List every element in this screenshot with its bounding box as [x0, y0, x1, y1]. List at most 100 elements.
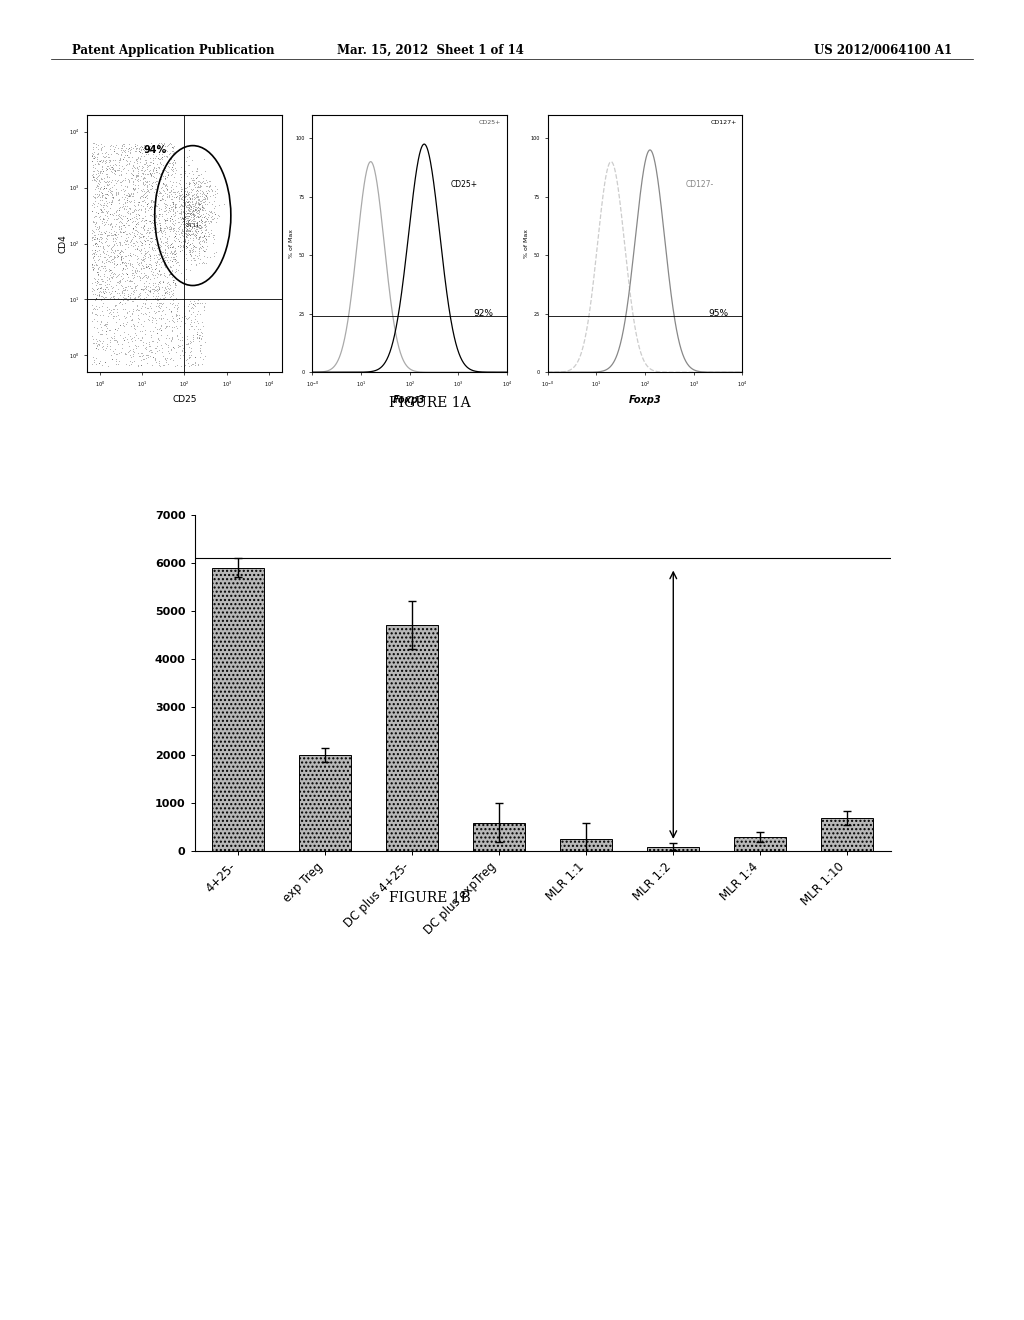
Point: [112, 190, 128, 211]
Point: [132, 330, 148, 351]
Point: [85, 260, 101, 281]
Point: [136, 288, 153, 309]
Point: [146, 348, 163, 370]
Point: [106, 318, 123, 339]
Point: [178, 348, 195, 370]
Point: [152, 215, 168, 236]
Point: [211, 194, 227, 215]
Point: [124, 309, 140, 330]
Point: [147, 226, 164, 247]
Point: [199, 189, 215, 210]
Point: [157, 255, 173, 276]
Point: [178, 173, 195, 194]
Point: [92, 209, 109, 230]
Point: [102, 150, 119, 172]
Bar: [821, 817, 873, 851]
Point: [167, 238, 183, 259]
Point: [95, 160, 112, 181]
Point: [193, 209, 209, 230]
Point: [144, 213, 161, 234]
Point: [91, 185, 108, 206]
Point: [183, 232, 200, 253]
Point: [91, 273, 108, 294]
Point: [92, 178, 109, 199]
Point: [141, 162, 158, 183]
Point: [189, 215, 206, 236]
Point: [118, 234, 134, 255]
Point: [183, 185, 200, 206]
Point: [179, 215, 196, 236]
Point: [156, 354, 172, 375]
Point: [182, 253, 199, 275]
Point: [196, 240, 212, 261]
Point: [146, 273, 163, 294]
Point: [139, 154, 156, 176]
Point: [94, 207, 111, 228]
Point: [140, 193, 157, 214]
Point: [172, 164, 188, 185]
Point: [115, 327, 131, 348]
Point: [158, 350, 174, 371]
Point: [103, 242, 120, 263]
Point: [142, 218, 159, 239]
Point: [87, 154, 103, 176]
Point: [103, 261, 120, 282]
Point: [116, 282, 132, 304]
Point: [191, 227, 208, 248]
Point: [143, 279, 160, 300]
Point: [189, 248, 206, 269]
Point: [117, 308, 133, 329]
Point: [95, 198, 112, 219]
Point: [176, 216, 193, 238]
Point: [98, 259, 115, 280]
Point: [139, 181, 156, 202]
Point: [143, 206, 160, 227]
Point: [111, 198, 127, 219]
Point: [158, 203, 174, 224]
Point: [194, 219, 210, 240]
Point: [138, 177, 155, 198]
Point: [108, 350, 124, 371]
Point: [178, 195, 195, 216]
Point: [87, 242, 103, 263]
Point: [90, 186, 106, 207]
Point: [91, 248, 108, 269]
Point: [190, 165, 207, 186]
Point: [89, 240, 105, 261]
Point: [121, 354, 137, 375]
Point: [155, 220, 171, 242]
Point: [172, 213, 188, 234]
Point: [158, 194, 174, 215]
Point: [110, 239, 126, 260]
Point: [166, 205, 182, 226]
Point: [94, 285, 111, 306]
Point: [127, 226, 143, 247]
Point: [120, 185, 136, 206]
Point: [168, 186, 184, 207]
Point: [173, 235, 189, 256]
Point: [98, 141, 115, 162]
Point: [173, 219, 189, 240]
Point: [184, 168, 201, 189]
Point: [121, 185, 137, 206]
Point: [151, 261, 167, 282]
Point: [115, 222, 131, 243]
Point: [121, 255, 137, 276]
Point: [156, 218, 172, 239]
Point: [114, 260, 130, 281]
Point: [85, 243, 101, 264]
Text: FIGURE 1B: FIGURE 1B: [389, 891, 471, 906]
Point: [87, 202, 103, 223]
Point: [97, 187, 114, 209]
Point: [137, 279, 154, 300]
Point: [191, 198, 208, 219]
Point: [98, 327, 115, 348]
Point: [191, 231, 208, 252]
Point: [166, 277, 182, 298]
Point: [110, 183, 126, 205]
Point: [111, 183, 127, 205]
Point: [165, 152, 181, 173]
Point: [83, 294, 99, 315]
Point: [115, 314, 131, 335]
Point: [153, 136, 169, 157]
